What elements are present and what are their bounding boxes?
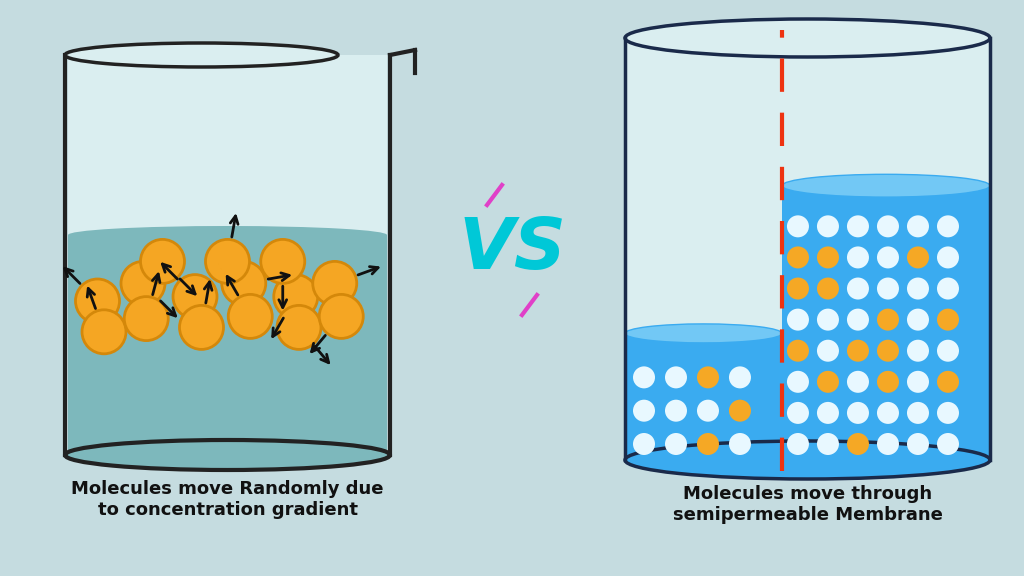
- Circle shape: [847, 340, 869, 362]
- Circle shape: [633, 433, 655, 455]
- Circle shape: [787, 371, 809, 393]
- Circle shape: [847, 309, 869, 331]
- Circle shape: [228, 294, 272, 338]
- Circle shape: [817, 278, 839, 300]
- Circle shape: [907, 215, 929, 237]
- Circle shape: [847, 278, 869, 300]
- Circle shape: [937, 309, 959, 331]
- Circle shape: [907, 340, 929, 362]
- Circle shape: [877, 402, 899, 424]
- Circle shape: [665, 433, 687, 455]
- Circle shape: [817, 309, 839, 331]
- Polygon shape: [625, 334, 782, 460]
- Circle shape: [140, 240, 184, 283]
- Circle shape: [937, 402, 959, 424]
- Circle shape: [787, 215, 809, 237]
- Ellipse shape: [625, 324, 782, 343]
- Ellipse shape: [625, 19, 990, 57]
- Circle shape: [273, 275, 317, 319]
- Polygon shape: [68, 55, 387, 235]
- Circle shape: [278, 305, 321, 350]
- Polygon shape: [625, 38, 990, 460]
- Circle shape: [179, 305, 223, 350]
- Text: Molecules move through
semipermeable Membrane: Molecules move through semipermeable Mem…: [673, 485, 942, 524]
- Circle shape: [787, 433, 809, 455]
- Circle shape: [937, 247, 959, 268]
- Circle shape: [312, 262, 356, 305]
- Circle shape: [817, 247, 839, 268]
- Circle shape: [907, 309, 929, 331]
- Circle shape: [907, 278, 929, 300]
- Circle shape: [847, 433, 869, 455]
- Circle shape: [817, 340, 839, 362]
- Circle shape: [787, 247, 809, 268]
- Circle shape: [729, 366, 751, 388]
- Circle shape: [877, 247, 899, 268]
- Circle shape: [907, 402, 929, 424]
- Circle shape: [877, 371, 899, 393]
- Circle shape: [633, 366, 655, 388]
- Circle shape: [222, 262, 266, 305]
- Circle shape: [817, 433, 839, 455]
- Circle shape: [877, 309, 899, 331]
- Circle shape: [787, 309, 809, 331]
- Circle shape: [907, 433, 929, 455]
- Circle shape: [206, 240, 250, 283]
- Circle shape: [261, 240, 305, 283]
- Circle shape: [633, 400, 655, 422]
- Circle shape: [847, 402, 869, 424]
- Circle shape: [937, 371, 959, 393]
- Circle shape: [937, 215, 959, 237]
- Circle shape: [787, 278, 809, 300]
- Circle shape: [76, 279, 120, 323]
- Circle shape: [697, 400, 719, 422]
- Circle shape: [877, 278, 899, 300]
- Circle shape: [787, 402, 809, 424]
- Circle shape: [121, 262, 165, 305]
- Polygon shape: [782, 185, 990, 460]
- Circle shape: [847, 371, 869, 393]
- Circle shape: [817, 402, 839, 424]
- Circle shape: [697, 433, 719, 455]
- Ellipse shape: [65, 43, 338, 67]
- Circle shape: [787, 340, 809, 362]
- Circle shape: [729, 400, 751, 422]
- Circle shape: [817, 215, 839, 237]
- Circle shape: [877, 433, 899, 455]
- Ellipse shape: [68, 226, 387, 244]
- Ellipse shape: [65, 440, 390, 470]
- Circle shape: [124, 297, 168, 340]
- Circle shape: [907, 371, 929, 393]
- Circle shape: [877, 340, 899, 362]
- Circle shape: [877, 215, 899, 237]
- Text: Molecules move Randomly due
to concentration gradient: Molecules move Randomly due to concentra…: [72, 480, 384, 519]
- Text: VS: VS: [458, 215, 566, 285]
- Circle shape: [665, 400, 687, 422]
- Circle shape: [729, 433, 751, 455]
- Circle shape: [847, 247, 869, 268]
- Ellipse shape: [782, 175, 990, 197]
- Polygon shape: [68, 235, 387, 452]
- Circle shape: [937, 340, 959, 362]
- Circle shape: [907, 247, 929, 268]
- Circle shape: [319, 294, 364, 338]
- Circle shape: [173, 275, 217, 319]
- Circle shape: [697, 366, 719, 388]
- Circle shape: [817, 371, 839, 393]
- Ellipse shape: [625, 441, 990, 479]
- Circle shape: [847, 215, 869, 237]
- Circle shape: [665, 366, 687, 388]
- Circle shape: [937, 433, 959, 455]
- Circle shape: [82, 310, 126, 354]
- Circle shape: [937, 278, 959, 300]
